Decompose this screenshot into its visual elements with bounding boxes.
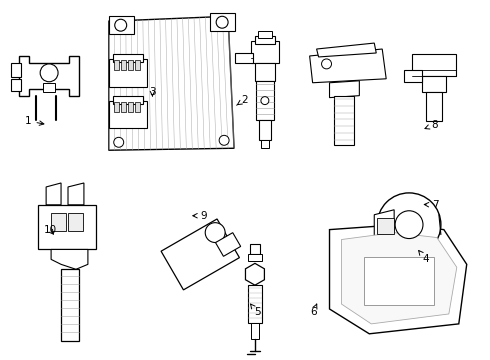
Bar [377, 218, 394, 234]
Circle shape [321, 59, 332, 69]
Bar [109, 16, 134, 34]
Bar [426, 92, 442, 121]
Bar [412, 54, 456, 76]
Circle shape [219, 135, 229, 145]
Bar [51, 213, 66, 231]
Bar [121, 60, 125, 70]
Bar [109, 100, 147, 129]
Bar [113, 54, 143, 62]
Bar [235, 53, 253, 63]
Circle shape [395, 211, 423, 239]
Text: 6: 6 [310, 304, 317, 317]
Bar [135, 60, 140, 70]
Bar [121, 102, 125, 112]
Bar [210, 13, 235, 31]
Bar [109, 59, 147, 87]
Text: 4: 4 [418, 251, 429, 264]
Bar [68, 213, 83, 231]
Bar [114, 60, 119, 70]
Bar [248, 285, 262, 323]
Text: 1: 1 [25, 116, 44, 126]
Text: 3: 3 [149, 87, 156, 98]
Bar [250, 244, 260, 255]
Polygon shape [374, 210, 394, 239]
Bar [255, 36, 275, 44]
Bar [11, 63, 21, 77]
Circle shape [377, 193, 441, 256]
Polygon shape [317, 43, 376, 57]
Polygon shape [310, 49, 386, 83]
Bar [128, 102, 133, 112]
Text: 8: 8 [425, 120, 439, 130]
Bar [258, 31, 272, 38]
Bar [43, 83, 55, 92]
Bar [61, 269, 79, 341]
Bar [248, 255, 262, 261]
Text: 2: 2 [237, 95, 248, 105]
Bar [135, 102, 140, 112]
Polygon shape [46, 183, 61, 205]
Circle shape [216, 16, 228, 28]
Text: 7: 7 [424, 200, 439, 210]
Polygon shape [342, 233, 457, 324]
Bar [256, 81, 274, 121]
Polygon shape [38, 205, 96, 249]
Circle shape [205, 223, 225, 243]
Text: 5: 5 [250, 304, 261, 317]
Bar [261, 140, 269, 148]
Bar [335, 96, 354, 145]
Text: 9: 9 [193, 211, 207, 221]
Circle shape [115, 19, 127, 31]
Polygon shape [329, 81, 359, 98]
Bar [259, 121, 271, 140]
Polygon shape [109, 16, 234, 150]
Polygon shape [68, 183, 84, 205]
Bar [128, 60, 133, 70]
Bar [11, 79, 21, 91]
Bar [422, 76, 446, 92]
Polygon shape [329, 225, 467, 334]
Text: 10: 10 [44, 225, 57, 235]
Bar [404, 70, 422, 82]
Polygon shape [245, 264, 265, 285]
Circle shape [40, 64, 58, 82]
Bar [113, 96, 143, 104]
Polygon shape [19, 56, 79, 96]
Polygon shape [161, 219, 240, 290]
Polygon shape [216, 233, 241, 256]
Circle shape [261, 96, 269, 105]
Bar [114, 102, 119, 112]
Bar [255, 63, 275, 81]
Bar [251, 323, 259, 339]
Bar [251, 41, 279, 63]
Polygon shape [51, 249, 88, 269]
Bar [365, 257, 434, 305]
Circle shape [114, 137, 123, 147]
